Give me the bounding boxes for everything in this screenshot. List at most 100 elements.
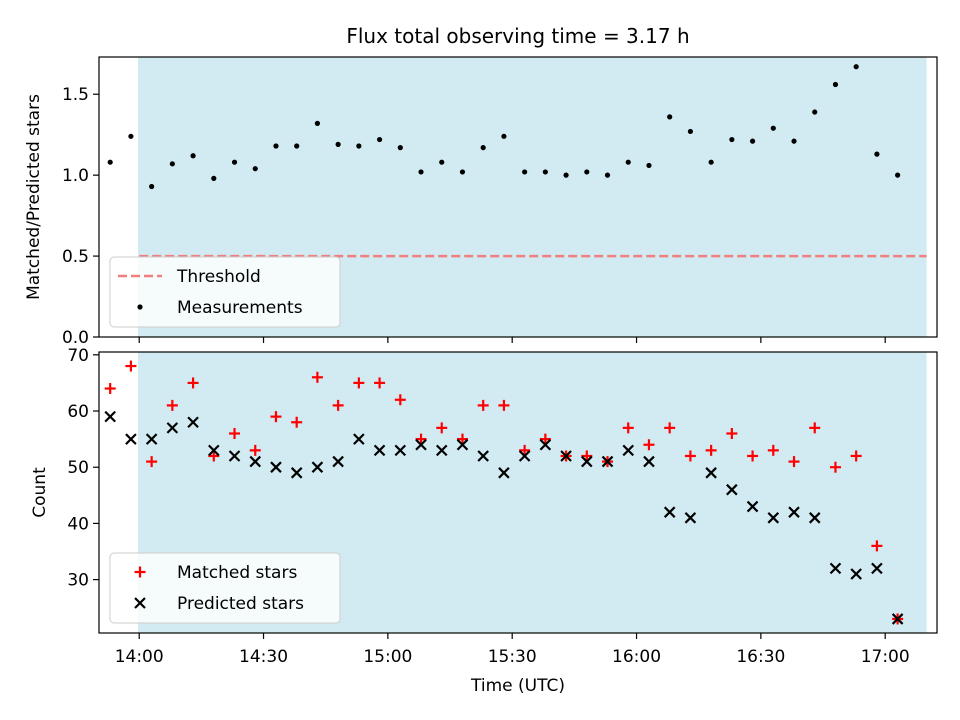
data-point <box>581 455 593 468</box>
data-point <box>311 461 324 473</box>
data-point <box>663 506 676 518</box>
legend-swatch <box>134 566 146 578</box>
data-point <box>708 159 714 165</box>
data-point <box>518 450 531 462</box>
data-point <box>249 444 261 456</box>
data-point <box>684 450 696 462</box>
data-point <box>290 467 303 479</box>
legend-box <box>109 552 341 624</box>
legend: Matched stars Predicted stars <box>109 552 341 624</box>
data-point <box>374 377 386 389</box>
data-point <box>622 444 635 457</box>
data-point <box>294 143 300 149</box>
data-point <box>891 613 904 625</box>
data-point <box>397 145 403 151</box>
axes-frame <box>98 56 938 338</box>
data-point <box>646 162 652 169</box>
data-point <box>895 172 901 178</box>
data-point <box>581 450 593 462</box>
data-point <box>190 153 196 159</box>
legend-swatch <box>134 597 146 609</box>
data-point <box>643 455 655 468</box>
data-point <box>211 175 217 181</box>
axes-frame <box>98 351 938 634</box>
y-tick-label: 50 <box>67 458 89 478</box>
data-point <box>436 422 448 434</box>
data-point <box>871 540 883 552</box>
x-tick-label: 14:30 <box>239 647 288 667</box>
data-point <box>563 172 569 178</box>
data-point <box>522 169 528 175</box>
data-point <box>871 562 883 575</box>
data-point <box>788 506 800 518</box>
data-point <box>477 399 489 411</box>
data-point <box>749 138 756 144</box>
data-point <box>376 136 383 143</box>
data-point <box>311 371 323 383</box>
data-point <box>622 422 634 434</box>
data-point <box>788 456 800 468</box>
x-tick-label: 16:00 <box>612 647 661 667</box>
data-point <box>601 455 614 468</box>
data-point <box>746 500 759 513</box>
data-point <box>747 450 759 462</box>
data-point <box>228 450 241 462</box>
data-point <box>456 438 469 451</box>
data-point <box>667 114 673 120</box>
data-point <box>770 125 776 131</box>
data-point <box>542 169 548 175</box>
data-point <box>249 455 262 468</box>
data-point <box>726 483 738 496</box>
data-point <box>208 450 220 462</box>
data-point <box>684 512 697 524</box>
data-point <box>829 461 841 473</box>
data-point <box>791 138 797 144</box>
data-point <box>231 159 238 165</box>
legend-label: Measurements <box>177 298 303 318</box>
data-point <box>501 133 507 139</box>
y-tick-label: 60 <box>67 402 89 422</box>
y-tick-label: 1.5 <box>62 85 89 105</box>
data-point <box>169 161 175 167</box>
data-point <box>874 151 880 157</box>
x-tick-label: 15:30 <box>488 647 537 667</box>
x-tick-label: 14:00 <box>115 647 164 667</box>
data-point <box>687 128 694 135</box>
data-point <box>145 433 158 445</box>
data-point <box>850 450 862 462</box>
data-point <box>439 159 445 165</box>
data-point <box>459 169 466 175</box>
y-tick-label: 30 <box>67 571 89 591</box>
data-point <box>560 450 572 462</box>
data-point <box>187 377 199 389</box>
data-point <box>415 438 427 451</box>
data-point <box>539 433 551 445</box>
data-point <box>415 433 427 445</box>
data-point <box>643 439 655 451</box>
data-point <box>229 427 241 439</box>
legend-box <box>109 256 341 328</box>
legend-label: Matched stars <box>177 563 297 583</box>
panels: 0.0 0.5 1.0 1.5 Matched/Predicted stars Thres… <box>24 56 938 667</box>
data-point <box>705 467 717 479</box>
data-point <box>291 416 303 428</box>
panel-2: 30 40 50 60 70 14:00 14:30 15:00 15:30 16:00 16:30… <box>30 346 938 667</box>
data-point <box>498 399 510 411</box>
legend-swatch <box>137 304 143 310</box>
data-point <box>519 444 531 456</box>
legend-label: Threshold <box>176 267 261 287</box>
data-point <box>394 444 407 457</box>
data-point <box>625 159 631 165</box>
y-axis-title: Matched/Predicted stars <box>24 94 44 300</box>
data-point <box>128 133 134 139</box>
y-tick-label: 70 <box>67 346 89 366</box>
data-point <box>104 410 116 423</box>
data-point <box>107 159 113 165</box>
data-point <box>664 422 676 434</box>
data-point <box>270 411 282 423</box>
series-measurements <box>107 64 901 190</box>
data-point <box>187 416 199 429</box>
data-point <box>832 81 839 88</box>
data-point <box>435 444 448 457</box>
y-tick-label: 0.0 <box>62 328 89 348</box>
